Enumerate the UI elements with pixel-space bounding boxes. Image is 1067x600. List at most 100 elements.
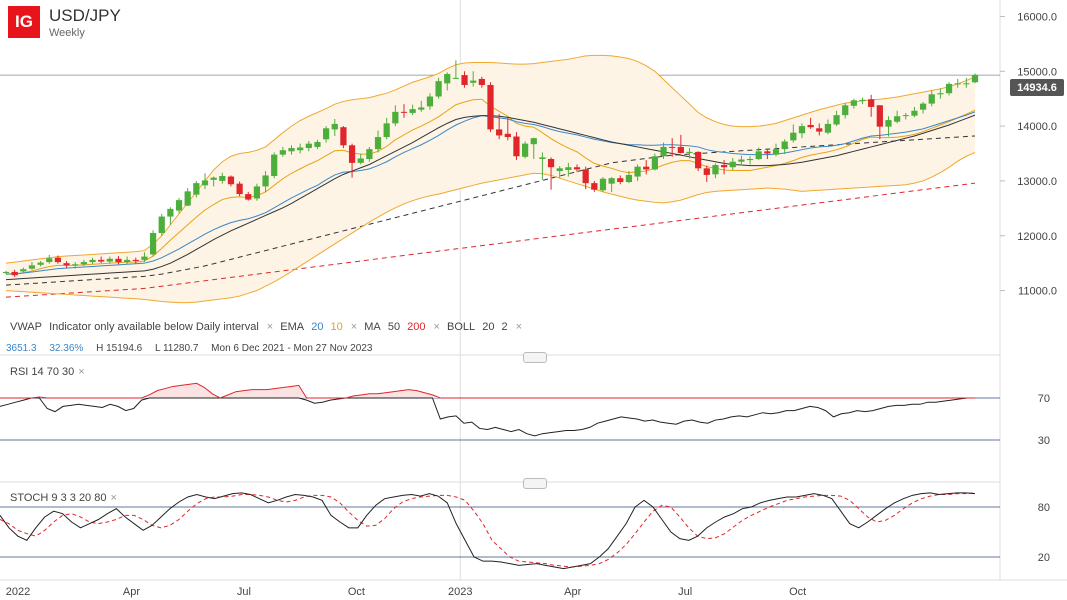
candle-body (132, 259, 139, 261)
bollinger-lower-line (5, 151, 976, 304)
candle-body (262, 175, 269, 187)
pane-resize-handle-stoch[interactable] (523, 478, 547, 489)
time-tick-label: Oct (348, 586, 365, 598)
rsi-pane (0, 382, 1000, 441)
candle-body (383, 123, 390, 138)
vwap-label[interactable]: VWAP (10, 321, 42, 333)
rsi-param-2: 70 (46, 366, 59, 378)
candle-body (98, 259, 105, 262)
candle-body (72, 264, 79, 266)
bollinger-upper-line (5, 54, 976, 264)
candle-body (271, 154, 278, 176)
candle-body (651, 156, 658, 170)
candle-body (348, 145, 356, 163)
candle-body (193, 183, 200, 195)
candle-body (461, 75, 468, 85)
candle-body (2, 271, 10, 274)
candle-body (591, 183, 598, 190)
stoch-level-label: 80 (1038, 502, 1050, 514)
remove-boll-icon[interactable]: × (515, 321, 523, 333)
candle-body (833, 115, 840, 125)
candle-body (599, 178, 607, 191)
remove-ema-icon[interactable]: × (350, 321, 358, 333)
rsi-line (0, 397, 975, 437)
price-pane (0, 54, 1000, 304)
time-tick-label: 2023 (448, 586, 472, 598)
stat-low: L 11280.7 (155, 343, 199, 354)
stat-change: 3651.3 (6, 343, 37, 354)
candle-body (331, 123, 338, 130)
ma-label[interactable]: MA (364, 321, 381, 333)
rsi-param-1: 14 (31, 366, 44, 378)
remove-vwap-icon[interactable]: × (266, 321, 274, 333)
bollinger-fill (6, 55, 975, 303)
interval-label[interactable]: Weekly (49, 27, 85, 39)
candle-body (219, 175, 226, 181)
candle-body (703, 168, 710, 175)
ema-param-1: 20 (311, 321, 324, 333)
candle-body (781, 141, 788, 150)
candle-body (435, 81, 442, 97)
stat-high: H 15194.6 (96, 343, 143, 354)
candle-body (539, 157, 546, 159)
candle-body (712, 165, 719, 175)
candle-body (487, 84, 494, 130)
candle-body (669, 146, 676, 148)
remove-rsi-icon[interactable]: × (78, 366, 85, 378)
candle-body (859, 99, 866, 101)
candle-body (314, 142, 321, 147)
price-tick-label: 14000.0 (1017, 121, 1057, 133)
candle-body (729, 161, 736, 168)
candle-body (279, 150, 286, 155)
candle-body (400, 111, 408, 113)
time-tick-label: 2022 (6, 586, 30, 598)
price-tick-label: 15000.0 (1017, 66, 1057, 78)
candle-body (876, 105, 883, 127)
remove-stoch-icon[interactable]: × (110, 492, 117, 504)
remove-ma-icon[interactable]: × (433, 321, 440, 333)
boll-label[interactable]: BOLL (447, 321, 476, 333)
candle-body (643, 166, 650, 170)
candle-body (470, 80, 477, 83)
candle-body (158, 216, 165, 234)
candle-body (521, 143, 529, 157)
stoch-k-line (0, 492, 976, 570)
stoch-param-5: 80 (94, 492, 107, 504)
candle-body (418, 107, 425, 110)
candle-body (253, 186, 261, 199)
candle-body (798, 126, 806, 134)
stoch-level-label: 20 (1038, 552, 1050, 564)
stat-change-pct: 32.36% (49, 343, 84, 354)
candle-body (28, 265, 36, 269)
price-tick-label: 16000.0 (1017, 11, 1057, 23)
rsi-label[interactable]: RSI (10, 366, 29, 378)
candle-body (677, 146, 684, 153)
pane-resize-handle-rsi[interactable] (523, 352, 547, 363)
rsi-level-label: 30 (1038, 435, 1050, 447)
candle-body (790, 132, 797, 141)
candle-body (452, 77, 460, 79)
stoch-label[interactable]: STOCH (10, 492, 49, 504)
rsi-legend: RSI 14 70 30 × (10, 366, 99, 378)
candle-body (530, 138, 537, 145)
stoch-legend: STOCH 9 3 3 20 80 × (10, 492, 131, 504)
candle-body (919, 103, 927, 110)
candle-body (167, 208, 174, 217)
candle-body (617, 178, 624, 183)
symbol-title[interactable]: USD/JPY (49, 6, 121, 25)
price-tick-label: 12000.0 (1017, 231, 1057, 243)
candle-body (902, 115, 909, 117)
rsi-overbought-line (0, 382, 975, 399)
candle-body (426, 96, 434, 107)
candle-body (20, 269, 27, 272)
header: IG USD/JPY Weekly (8, 6, 121, 39)
candle-body (816, 128, 823, 132)
candle-body (937, 93, 944, 95)
candle-body (496, 129, 503, 136)
candle-body (911, 110, 918, 116)
candle-body (141, 256, 148, 260)
candle-body (357, 158, 364, 163)
ema-label[interactable]: EMA (280, 321, 305, 333)
candle-body (46, 258, 53, 263)
